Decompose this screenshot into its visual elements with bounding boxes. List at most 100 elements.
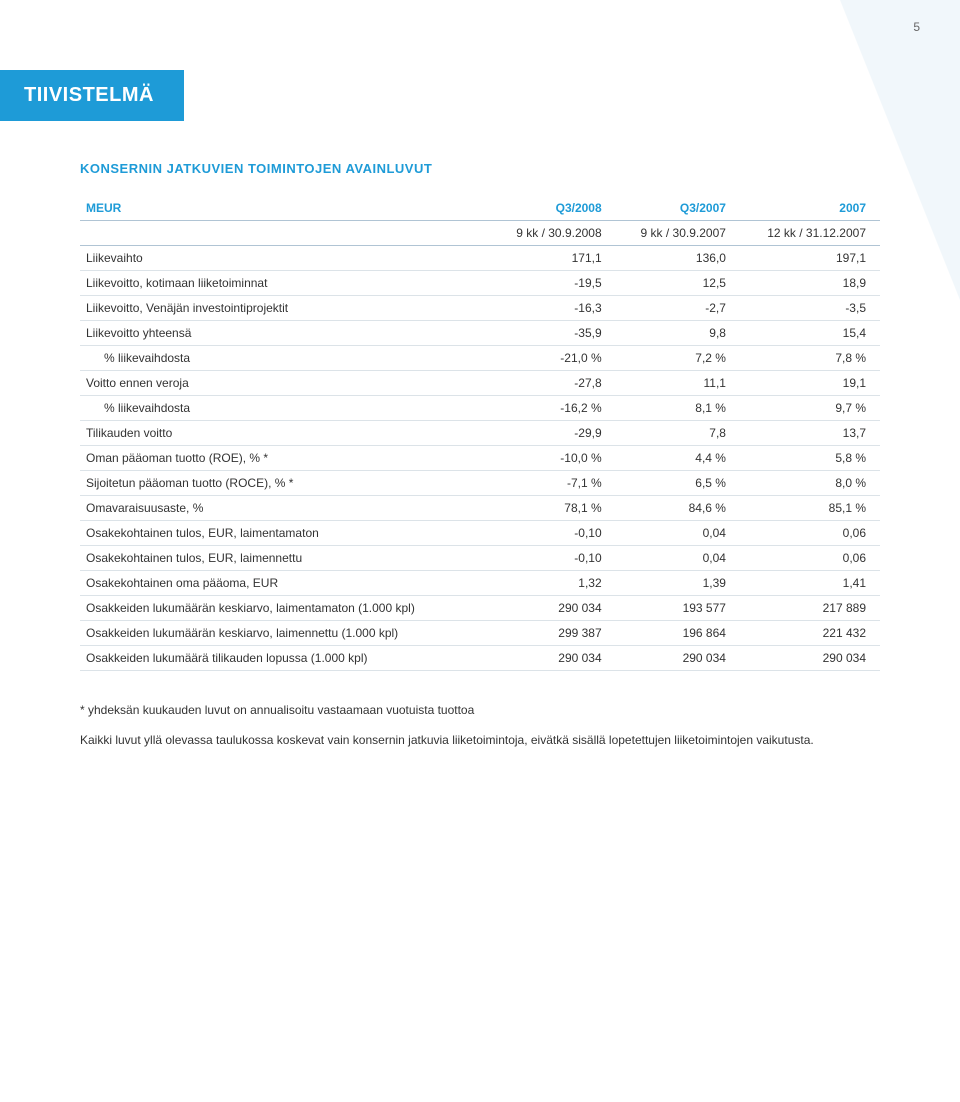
cell: 84,6 % [616, 496, 740, 521]
cell: -16,2 % [491, 396, 615, 421]
cell: 217 889 [740, 596, 880, 621]
page-title: TIIVISTELMÄ [0, 70, 184, 121]
subhead-c3: 12 kk / 31.12.2007 [740, 221, 880, 246]
cell: -35,9 [491, 321, 615, 346]
row-label: Osakekohtainen tulos, EUR, laimennettu [80, 546, 491, 571]
page-number: 5 [913, 20, 920, 34]
cell: 85,1 % [740, 496, 880, 521]
row-label: Voitto ennen veroja [80, 371, 491, 396]
table-row: Sijoitetun pääoman tuotto (ROCE), % *-7,… [80, 471, 880, 496]
table-row: Liikevaihto171,1136,0197,1 [80, 246, 880, 271]
cell: 13,7 [740, 421, 880, 446]
row-label: Liikevoitto, Venäjän investointiprojekti… [80, 296, 491, 321]
cell: 11,1 [616, 371, 740, 396]
cell: 1,32 [491, 571, 615, 596]
col-2007: 2007 [740, 196, 880, 221]
table-row: Osakekohtainen oma pääoma, EUR1,321,391,… [80, 571, 880, 596]
col-q3-2008: Q3/2008 [491, 196, 615, 221]
cell: 18,9 [740, 271, 880, 296]
cell: 221 432 [740, 621, 880, 646]
table-row: Osakekohtainen tulos, EUR, laimennettu-0… [80, 546, 880, 571]
cell: -7,1 % [491, 471, 615, 496]
subhead-c2: 9 kk / 30.9.2007 [616, 221, 740, 246]
cell: 6,5 % [616, 471, 740, 496]
table-row: Omavaraisuusaste, %78,1 %84,6 %85,1 % [80, 496, 880, 521]
section-subheading: KONSERNIN JATKUVIEN TOIMINTOJEN AVAINLUV… [80, 161, 880, 176]
key-figures-table: MEUR Q3/2008 Q3/2007 2007 9 kk / 30.9.20… [80, 196, 880, 671]
cell: 5,8 % [740, 446, 880, 471]
table-row: % liikevaihdosta-16,2 %8,1 %9,7 % [80, 396, 880, 421]
cell: 0,04 [616, 521, 740, 546]
row-label: % liikevaihdosta [80, 346, 491, 371]
row-label: Osakkeiden lukumäärä tilikauden lopussa … [80, 646, 491, 671]
cell: 0,06 [740, 521, 880, 546]
subhead-empty [80, 221, 491, 246]
table-row: Tilikauden voitto-29,97,813,7 [80, 421, 880, 446]
row-label: % liikevaihdosta [80, 396, 491, 421]
cell: -3,5 [740, 296, 880, 321]
cell: -29,9 [491, 421, 615, 446]
cell: 8,1 % [616, 396, 740, 421]
row-label: Omavaraisuusaste, % [80, 496, 491, 521]
row-label: Osakekohtainen oma pääoma, EUR [80, 571, 491, 596]
cell: 1,41 [740, 571, 880, 596]
table-row: Osakkeiden lukumäärä tilikauden lopussa … [80, 646, 880, 671]
page: 5 TIIVISTELMÄ KONSERNIN JATKUVIEN TOIMIN… [0, 0, 960, 841]
table-row: Liikevoitto yhteensä-35,99,815,4 [80, 321, 880, 346]
cell: 19,1 [740, 371, 880, 396]
table-row: % liikevaihdosta-21,0 %7,2 %7,8 % [80, 346, 880, 371]
cell: 4,4 % [616, 446, 740, 471]
cell: -0,10 [491, 521, 615, 546]
table-header-row-2: 9 kk / 30.9.2008 9 kk / 30.9.2007 12 kk … [80, 221, 880, 246]
cell: 15,4 [740, 321, 880, 346]
cell: 196 864 [616, 621, 740, 646]
cell: 197,1 [740, 246, 880, 271]
row-label: Osakekohtainen tulos, EUR, laimentamaton [80, 521, 491, 546]
cell: -0,10 [491, 546, 615, 571]
cell: 0,04 [616, 546, 740, 571]
cell: 7,8 [616, 421, 740, 446]
footnote-1: * yhdeksän kuukauden luvut on annualisoi… [80, 701, 880, 719]
table-header-row-1: MEUR Q3/2008 Q3/2007 2007 [80, 196, 880, 221]
subhead-c1: 9 kk / 30.9.2008 [491, 221, 615, 246]
row-label: Liikevoitto yhteensä [80, 321, 491, 346]
row-label: Liikevaihto [80, 246, 491, 271]
row-label: Oman pääoman tuotto (ROE), % * [80, 446, 491, 471]
table-row: Osakekohtainen tulos, EUR, laimentamaton… [80, 521, 880, 546]
row-label: Tilikauden voitto [80, 421, 491, 446]
cell: 1,39 [616, 571, 740, 596]
cell: -10,0 % [491, 446, 615, 471]
cell: 171,1 [491, 246, 615, 271]
table-row: Osakkeiden lukumäärän keskiarvo, laimenn… [80, 621, 880, 646]
cell: -21,0 % [491, 346, 615, 371]
cell: -27,8 [491, 371, 615, 396]
cell: 7,8 % [740, 346, 880, 371]
cell: 8,0 % [740, 471, 880, 496]
cell: 136,0 [616, 246, 740, 271]
row-label: Liikevoitto, kotimaan liiketoiminnat [80, 271, 491, 296]
cell: 9,8 [616, 321, 740, 346]
row-label: Osakkeiden lukumäärän keskiarvo, laimenn… [80, 621, 491, 646]
col-label: MEUR [80, 196, 491, 221]
row-label: Sijoitetun pääoman tuotto (ROCE), % * [80, 471, 491, 496]
cell: 290 034 [740, 646, 880, 671]
col-q3-2007: Q3/2007 [616, 196, 740, 221]
footnotes: * yhdeksän kuukauden luvut on annualisoi… [80, 701, 880, 749]
cell: -16,3 [491, 296, 615, 321]
table-row: Liikevoitto, Venäjän investointiprojekti… [80, 296, 880, 321]
table-row: Osakkeiden lukumäärän keskiarvo, laiment… [80, 596, 880, 621]
cell: 7,2 % [616, 346, 740, 371]
cell: 290 034 [491, 646, 615, 671]
footnote-2: Kaikki luvut yllä olevassa taulukossa ko… [80, 731, 880, 749]
cell: 9,7 % [740, 396, 880, 421]
cell: 12,5 [616, 271, 740, 296]
cell: -19,5 [491, 271, 615, 296]
table-row: Oman pääoman tuotto (ROE), % *-10,0 %4,4… [80, 446, 880, 471]
cell: 0,06 [740, 546, 880, 571]
cell: 299 387 [491, 621, 615, 646]
cell: 290 034 [616, 646, 740, 671]
cell: -2,7 [616, 296, 740, 321]
table-row: Liikevoitto, kotimaan liiketoiminnat-19,… [80, 271, 880, 296]
table-row: Voitto ennen veroja-27,811,119,1 [80, 371, 880, 396]
row-label: Osakkeiden lukumäärän keskiarvo, laiment… [80, 596, 491, 621]
